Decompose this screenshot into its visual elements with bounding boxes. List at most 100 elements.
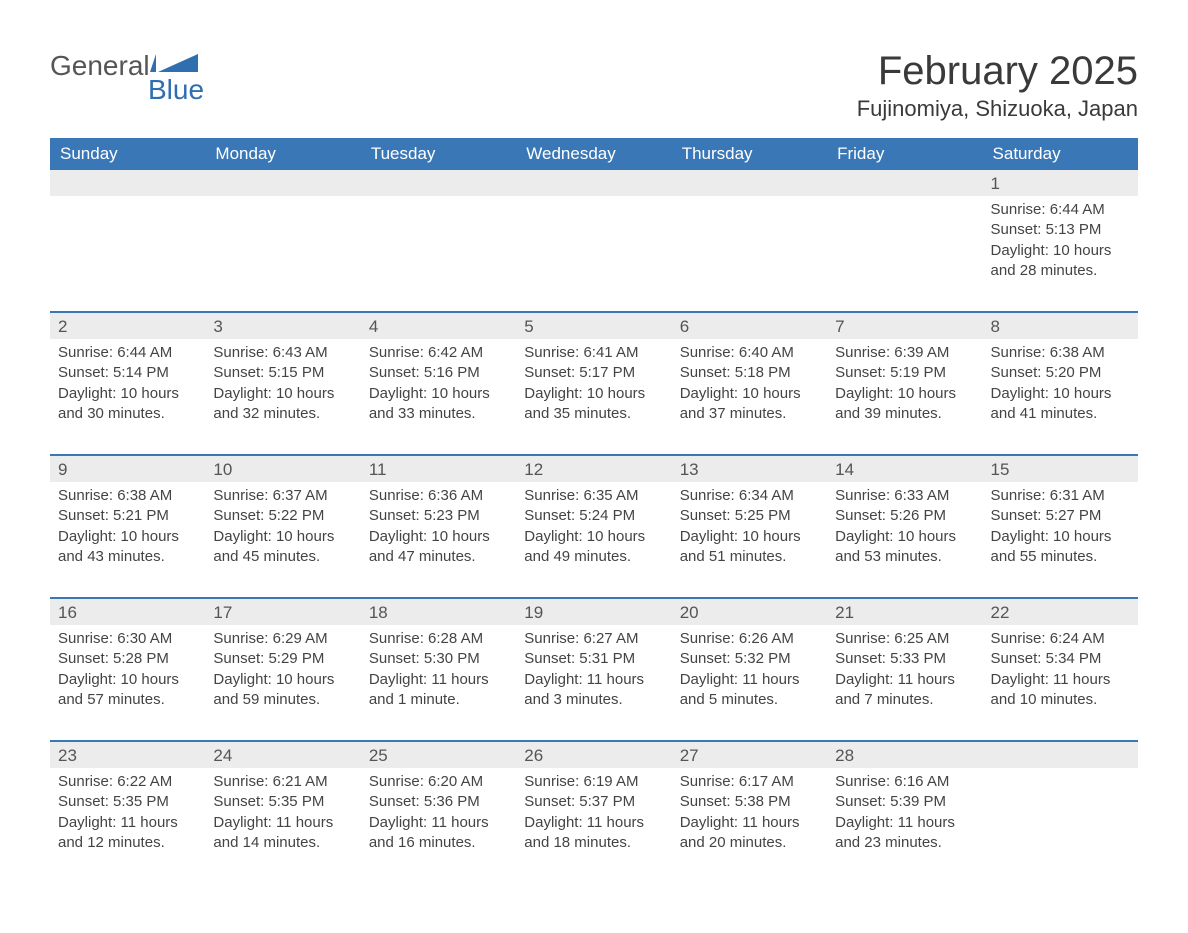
brand-logo: General Blue [50,50,230,110]
sunrise-line: Sunrise: 6:35 AM [524,486,663,506]
day-detail-cell: Sunrise: 6:22 AMSunset: 5:35 PMDaylight:… [50,768,205,883]
sunset-line: Sunset: 5:35 PM [58,792,197,812]
header: General Blue February 2025 Fujinomiya, S… [50,50,1138,132]
day-detail-cell [983,768,1138,883]
day-number-cell [672,170,827,196]
sunrise-line: Sunrise: 6:28 AM [369,629,508,649]
day-detail-cell: Sunrise: 6:31 AMSunset: 5:27 PMDaylight:… [983,482,1138,598]
daylight-line: Daylight: 10 hours and 53 minutes. [835,527,974,568]
daylight-line: Daylight: 10 hours and 35 minutes. [524,384,663,425]
sunrise-line: Sunrise: 6:34 AM [680,486,819,506]
daylight-line: Daylight: 11 hours and 1 minute. [369,670,508,711]
day-detail-cell [827,196,982,312]
day-detail-cell: Sunrise: 6:38 AMSunset: 5:21 PMDaylight:… [50,482,205,598]
day-detail-row: Sunrise: 6:22 AMSunset: 5:35 PMDaylight:… [50,768,1138,883]
sunset-line: Sunset: 5:17 PM [524,363,663,383]
weekday-header-row: SundayMondayTuesdayWednesdayThursdayFrid… [50,138,1138,170]
day-number-cell: 13 [672,455,827,482]
day-detail-cell: Sunrise: 6:37 AMSunset: 5:22 PMDaylight:… [205,482,360,598]
sunrise-line: Sunrise: 6:43 AM [213,343,352,363]
day-number-cell: 28 [827,741,982,768]
day-number-cell: 19 [516,598,671,625]
weekday-header: Saturday [983,138,1138,170]
sunset-line: Sunset: 5:21 PM [58,506,197,526]
day-number-cell: 17 [205,598,360,625]
day-number-cell [361,170,516,196]
daylight-line: Daylight: 10 hours and 49 minutes. [524,527,663,568]
day-number-cell: 20 [672,598,827,625]
day-detail-cell: Sunrise: 6:30 AMSunset: 5:28 PMDaylight:… [50,625,205,741]
day-detail-cell: Sunrise: 6:16 AMSunset: 5:39 PMDaylight:… [827,768,982,883]
sunset-line: Sunset: 5:20 PM [991,363,1130,383]
daylight-line: Daylight: 11 hours and 5 minutes. [680,670,819,711]
sunset-line: Sunset: 5:18 PM [680,363,819,383]
sunrise-line: Sunrise: 6:33 AM [835,486,974,506]
day-detail-row: Sunrise: 6:30 AMSunset: 5:28 PMDaylight:… [50,625,1138,741]
month-title: February 2025 [857,50,1138,92]
sunset-line: Sunset: 5:37 PM [524,792,663,812]
daylight-line: Daylight: 10 hours and 33 minutes. [369,384,508,425]
daylight-line: Daylight: 11 hours and 14 minutes. [213,813,352,854]
sunset-line: Sunset: 5:25 PM [680,506,819,526]
day-number-cell: 12 [516,455,671,482]
weekday-header: Tuesday [361,138,516,170]
day-number-row: 9101112131415 [50,455,1138,482]
day-detail-cell [205,196,360,312]
sunset-line: Sunset: 5:22 PM [213,506,352,526]
brand-word-1: General [50,52,150,80]
day-number-cell: 9 [50,455,205,482]
day-number-cell: 14 [827,455,982,482]
sunrise-line: Sunrise: 6:20 AM [369,772,508,792]
weekday-header: Thursday [672,138,827,170]
day-detail-cell: Sunrise: 6:19 AMSunset: 5:37 PMDaylight:… [516,768,671,883]
weekday-header: Monday [205,138,360,170]
sunrise-line: Sunrise: 6:31 AM [991,486,1130,506]
day-detail-cell: Sunrise: 6:27 AMSunset: 5:31 PMDaylight:… [516,625,671,741]
sunset-line: Sunset: 5:34 PM [991,649,1130,669]
daylight-line: Daylight: 11 hours and 16 minutes. [369,813,508,854]
sunset-line: Sunset: 5:29 PM [213,649,352,669]
day-number-cell: 7 [827,312,982,339]
daylight-line: Daylight: 10 hours and 39 minutes. [835,384,974,425]
day-number-cell: 3 [205,312,360,339]
sunrise-line: Sunrise: 6:38 AM [991,343,1130,363]
sunset-line: Sunset: 5:19 PM [835,363,974,383]
daylight-line: Daylight: 11 hours and 10 minutes. [991,670,1130,711]
day-detail-cell: Sunrise: 6:40 AMSunset: 5:18 PMDaylight:… [672,339,827,455]
day-detail-cell: Sunrise: 6:38 AMSunset: 5:20 PMDaylight:… [983,339,1138,455]
day-detail-cell: Sunrise: 6:34 AMSunset: 5:25 PMDaylight:… [672,482,827,598]
day-number-cell: 2 [50,312,205,339]
daylight-line: Daylight: 10 hours and 47 minutes. [369,527,508,568]
sunrise-line: Sunrise: 6:19 AM [524,772,663,792]
sunrise-line: Sunrise: 6:36 AM [369,486,508,506]
title-block: February 2025 Fujinomiya, Shizuoka, Japa… [857,50,1138,132]
daylight-line: Daylight: 11 hours and 23 minutes. [835,813,974,854]
day-number-cell: 5 [516,312,671,339]
sunrise-line: Sunrise: 6:30 AM [58,629,197,649]
day-number-cell: 10 [205,455,360,482]
daylight-line: Daylight: 10 hours and 32 minutes. [213,384,352,425]
day-detail-cell [50,196,205,312]
weekday-header: Friday [827,138,982,170]
day-detail-cell: Sunrise: 6:28 AMSunset: 5:30 PMDaylight:… [361,625,516,741]
day-number-cell: 21 [827,598,982,625]
weekday-header: Wednesday [516,138,671,170]
sunrise-line: Sunrise: 6:40 AM [680,343,819,363]
sunset-line: Sunset: 5:38 PM [680,792,819,812]
day-number-cell: 24 [205,741,360,768]
day-detail-cell: Sunrise: 6:20 AMSunset: 5:36 PMDaylight:… [361,768,516,883]
daylight-line: Daylight: 11 hours and 18 minutes. [524,813,663,854]
sunset-line: Sunset: 5:24 PM [524,506,663,526]
day-number-cell: 8 [983,312,1138,339]
day-number-cell [50,170,205,196]
day-number-cell: 16 [50,598,205,625]
day-detail-cell: Sunrise: 6:44 AMSunset: 5:13 PMDaylight:… [983,196,1138,312]
sunrise-line: Sunrise: 6:42 AM [369,343,508,363]
sunset-line: Sunset: 5:39 PM [835,792,974,812]
day-number-row: 16171819202122 [50,598,1138,625]
sunset-line: Sunset: 5:27 PM [991,506,1130,526]
daylight-line: Daylight: 10 hours and 28 minutes. [991,241,1130,282]
daylight-line: Daylight: 11 hours and 20 minutes. [680,813,819,854]
day-detail-cell: Sunrise: 6:44 AMSunset: 5:14 PMDaylight:… [50,339,205,455]
day-number-cell: 22 [983,598,1138,625]
